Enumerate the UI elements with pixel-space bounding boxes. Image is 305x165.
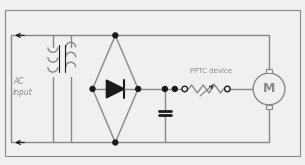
Circle shape — [113, 33, 118, 38]
Circle shape — [172, 86, 177, 91]
Circle shape — [90, 86, 95, 91]
Polygon shape — [106, 80, 124, 98]
Circle shape — [136, 86, 141, 91]
Circle shape — [224, 86, 230, 92]
Circle shape — [182, 86, 188, 92]
Text: AC
input: AC input — [13, 77, 33, 97]
Bar — [266, 69, 272, 73]
Text: M: M — [263, 82, 275, 95]
Circle shape — [253, 73, 285, 105]
Bar — [5, 10, 300, 156]
Bar — [266, 105, 272, 109]
Circle shape — [113, 140, 118, 145]
Circle shape — [163, 86, 167, 91]
Text: PPTC device: PPTC device — [190, 68, 232, 74]
